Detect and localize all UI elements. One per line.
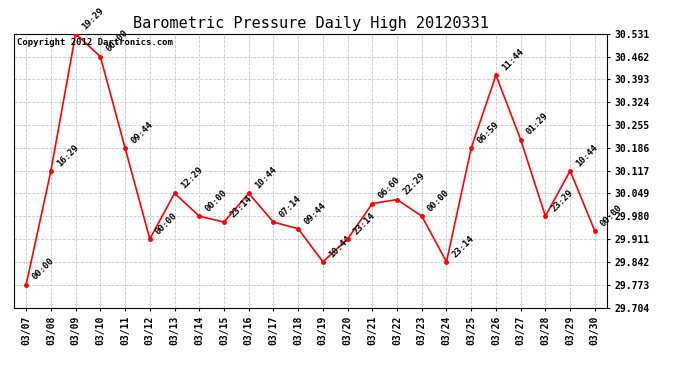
Text: 06:60: 06:60 — [377, 176, 402, 201]
Text: 10:44: 10:44 — [253, 165, 278, 190]
Text: 23:14: 23:14 — [228, 194, 253, 219]
Text: Copyright 2012 Dartronics.com: Copyright 2012 Dartronics.com — [17, 38, 172, 47]
Text: 00:00: 00:00 — [426, 188, 451, 213]
Text: 09:44: 09:44 — [302, 201, 328, 226]
Text: 10:44: 10:44 — [574, 142, 600, 168]
Text: 23:14: 23:14 — [352, 211, 377, 236]
Text: 22:29: 22:29 — [401, 171, 426, 197]
Text: 23:14: 23:14 — [451, 234, 476, 259]
Text: 12:29: 12:29 — [179, 165, 204, 190]
Text: 10:44: 10:44 — [327, 234, 353, 259]
Text: 00:00: 00:00 — [204, 188, 229, 213]
Text: 11:44: 11:44 — [500, 47, 526, 72]
Text: 23:29: 23:29 — [549, 188, 575, 213]
Text: 00:00: 00:00 — [30, 256, 56, 282]
Text: 00:00: 00:00 — [599, 203, 624, 228]
Text: 00:00: 00:00 — [104, 28, 130, 54]
Title: Barometric Pressure Daily High 20120331: Barometric Pressure Daily High 20120331 — [132, 16, 489, 31]
Text: 06:59: 06:59 — [475, 120, 501, 145]
Text: 19:29: 19:29 — [80, 6, 105, 31]
Text: 16:29: 16:29 — [55, 142, 81, 168]
Text: 01:29: 01:29 — [525, 111, 550, 137]
Text: 09:44: 09:44 — [129, 120, 155, 145]
Text: 00:00: 00:00 — [154, 211, 179, 236]
Text: 07:14: 07:14 — [277, 194, 303, 219]
